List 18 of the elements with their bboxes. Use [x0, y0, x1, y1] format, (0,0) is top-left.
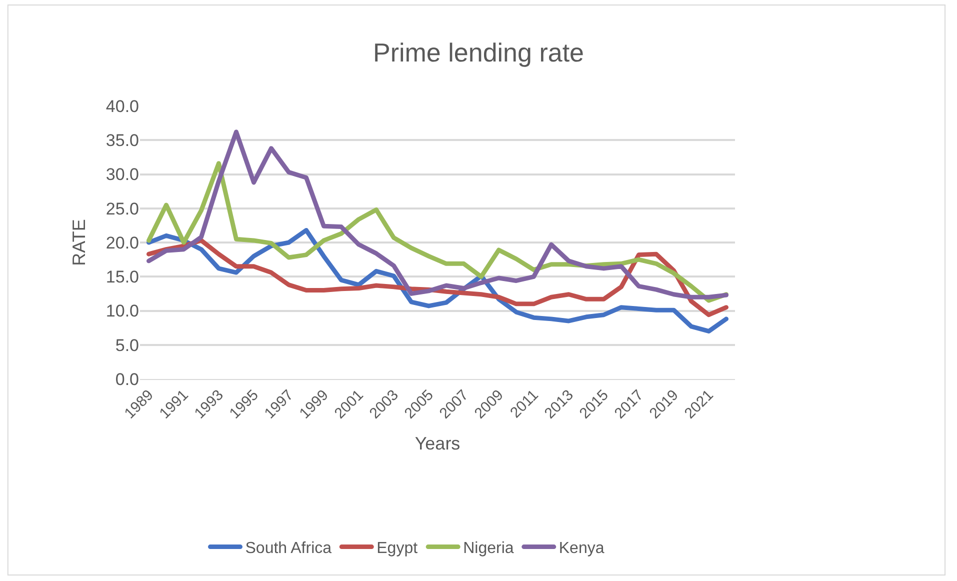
x-axis-title: Years: [414, 433, 460, 454]
legend-label: Nigeria: [463, 540, 514, 558]
y-tick-label: 15.0: [106, 268, 139, 287]
y-tick-label: 0.0: [115, 370, 139, 389]
legend-label: Kenya: [558, 540, 604, 558]
y-tick-label: 25.0: [106, 199, 139, 218]
y-tick-label: 10.0: [106, 302, 139, 321]
y-axis-title: RATE: [69, 219, 90, 266]
y-tick-label: 30.0: [106, 165, 139, 184]
y-tick-label: 40.0: [106, 96, 139, 116]
line-series: [146, 130, 728, 300]
line-series: [146, 161, 728, 303]
y-tick-label: 20.0: [106, 233, 139, 252]
legend-label: South Africa: [245, 540, 332, 558]
y-tick-label: 35.0: [106, 131, 139, 150]
y-tick-label: 5.0: [115, 336, 139, 355]
chart-title: Prime lending rate: [373, 37, 584, 68]
legend-label: Egypt: [376, 540, 418, 558]
